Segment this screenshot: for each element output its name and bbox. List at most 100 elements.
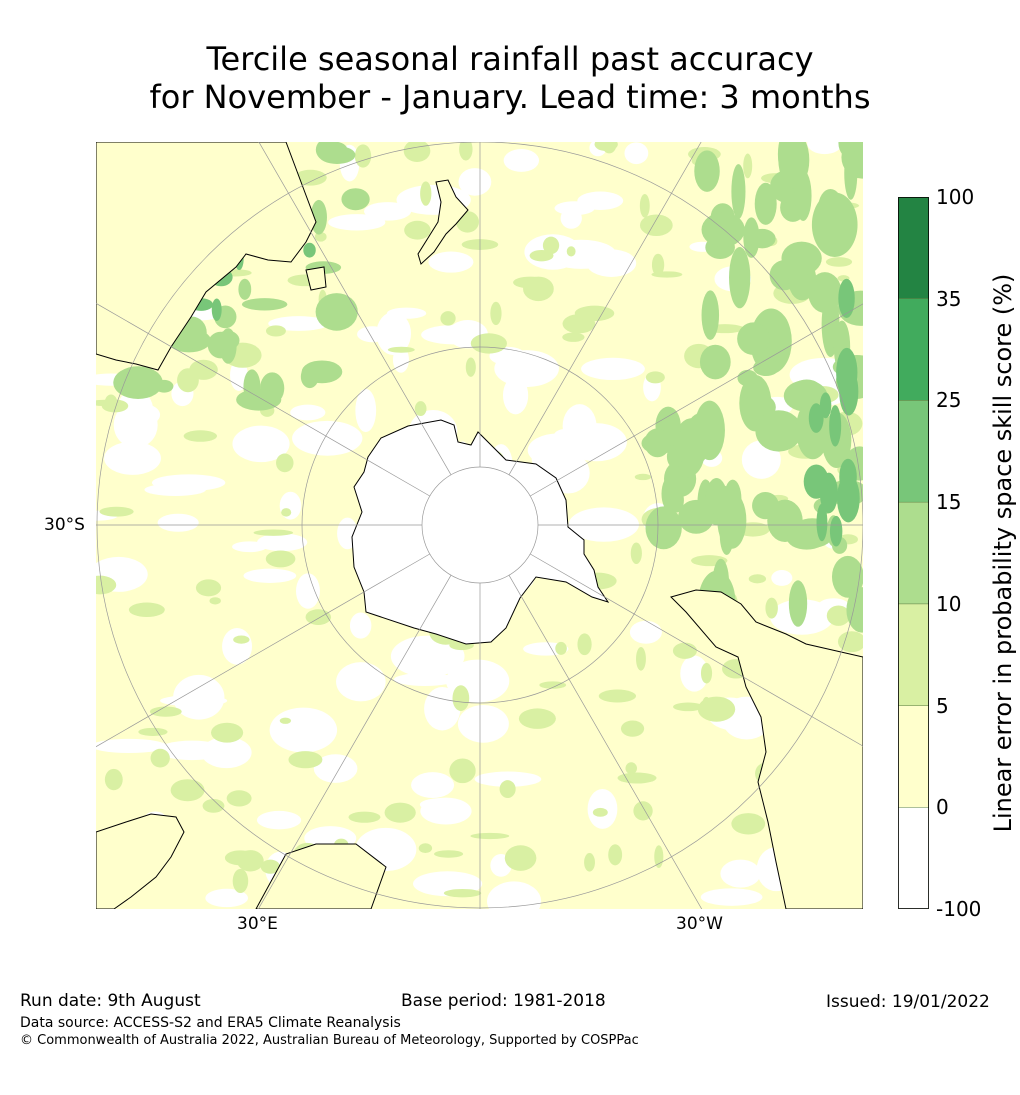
skill-patch [720,859,761,888]
skill-patch [440,311,456,326]
skill-patch [357,326,388,343]
skill-patch [348,811,381,823]
skill-patch [310,199,327,235]
skill-patch [303,242,316,258]
skill-patch [826,605,851,626]
skill-patch [765,312,791,360]
skill-patch [743,153,753,179]
skill-patch [215,330,240,351]
skill-patch [771,570,793,586]
skill-patch [645,371,665,384]
skill-patch [336,662,386,702]
copyright: © Commonwealth of Australia 2022, Austra… [20,1033,639,1048]
skill-patch [238,278,252,300]
skill-patch [233,635,250,644]
skill-patch [836,347,858,398]
skill-patch [765,597,778,619]
skill-patch [313,754,358,783]
skill-patch [138,727,168,736]
africa-outline [96,813,185,909]
skill-patch [202,798,225,813]
skill-patch [257,533,308,552]
skill-patch [253,529,294,536]
colorbar-frame [898,197,929,909]
skill-patch [754,182,777,225]
skill-patch [209,597,221,605]
skill-patch [470,832,510,840]
skill-patch [268,316,329,331]
skill-patch [170,779,205,802]
colorbar-tick-label: 15 [936,490,962,515]
tasmania-outline [305,266,327,291]
skill-patch [265,325,286,337]
skill-patch [504,845,537,871]
skill-patch [269,707,338,753]
skill-patch [428,251,474,273]
skill-patch [629,620,662,644]
colorbar [898,197,929,909]
skill-patch [241,298,288,311]
skill-patch [639,194,650,218]
skill-patch [355,388,377,433]
colorbar-tick-label: 25 [936,388,962,413]
skill-patch [288,751,323,769]
data-source: Data source: ACCESS-S2 and ERA5 Climate … [20,1015,401,1031]
skill-patch [384,802,416,823]
skill-patch [150,748,170,768]
skill-patch [189,359,218,380]
skill-patch [839,458,857,496]
skill-patch [276,453,294,473]
skill-patch [584,853,595,872]
colorbar-tick-label: 5 [936,693,949,718]
colorbar-band [898,705,929,808]
skill-patch [305,609,331,625]
skill-patch [545,239,617,269]
skill-patch [651,253,665,277]
skill-patch [630,542,642,565]
skill-patch [294,169,327,186]
skill-patch [173,674,225,720]
skill-patch [636,647,646,671]
new-zealand-outline [417,179,469,265]
skill-patch [443,888,482,898]
title-line-1: Tercile seasonal rainfall past accuracy [206,40,814,78]
meridian-line [258,142,452,475]
skill-patch [673,702,704,712]
skill-patch [562,332,585,342]
skill-patch [499,780,516,799]
skill-patch [414,401,427,417]
colorbar-band [898,400,929,503]
antarctica-outline [351,419,610,645]
meridian-line [96,553,430,748]
colorbar-band [898,807,929,909]
skill-patch [542,236,560,255]
lon-label-30e: 30°E [237,914,278,934]
skill-patch [598,689,637,703]
meridian-line [508,575,703,909]
colorbar-tick-label: 0 [936,795,949,820]
skill-patch [116,389,154,435]
skill-patch [128,602,165,618]
skill-patch [808,403,824,433]
colorbar-band [898,197,929,299]
skill-patch [825,257,853,267]
skill-patch [748,228,776,249]
title-line-2: for November - January. Lead time: 3 mon… [149,78,871,116]
skill-patch [376,311,412,356]
skill-patch [634,473,652,481]
skill-patch [529,249,554,262]
skill-patch [104,394,118,411]
skill-patch [390,635,465,678]
skill-patch [387,346,415,353]
skill-patch [458,168,492,196]
skill-patch [341,188,370,211]
skill-patch [490,301,502,326]
skill-patch [300,365,319,389]
africa-south-outline [255,843,387,909]
skill-patch [700,662,713,684]
australia-outline [96,142,317,371]
skill-patch [674,418,711,467]
colorbar-tick-label: 10 [936,591,962,616]
skill-patch [816,503,828,542]
skill-patch [232,425,290,463]
